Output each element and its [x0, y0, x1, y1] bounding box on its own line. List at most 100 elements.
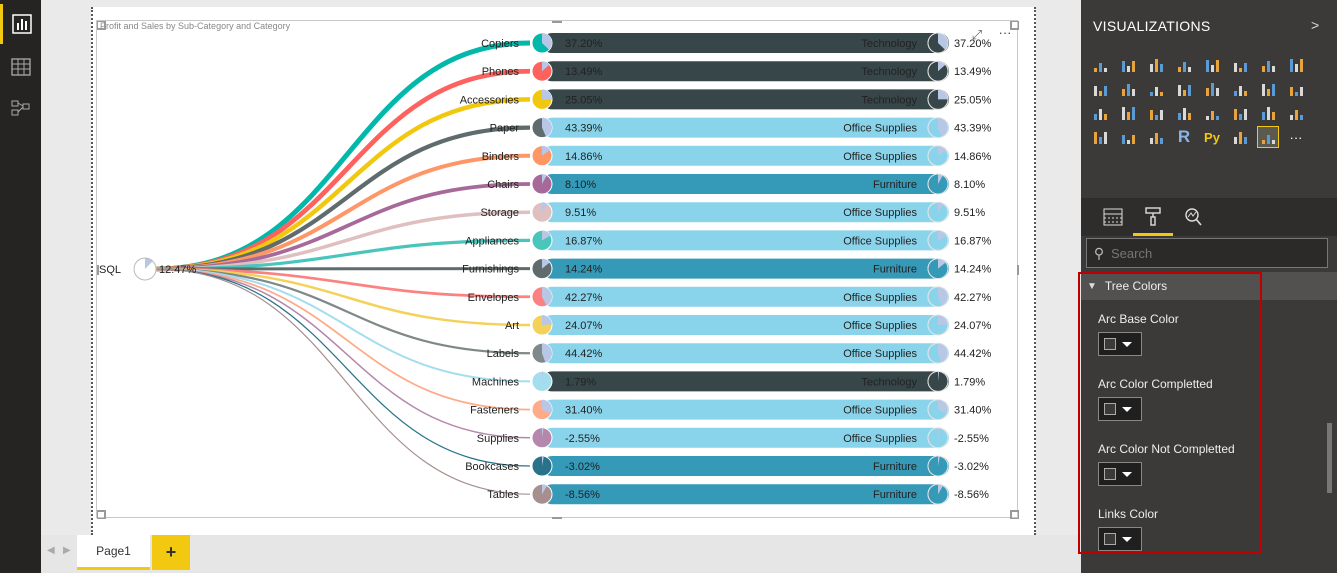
100-stacked-column-icon[interactable] — [1229, 54, 1251, 76]
subcategory-pie — [531, 201, 553, 223]
line-clustered-column-icon[interactable] — [1145, 78, 1167, 100]
category-bar — [542, 258, 949, 279]
multi-row-card-icon[interactable] — [1257, 102, 1279, 124]
add-page-button[interactable]: + — [152, 535, 190, 570]
map-icon[interactable] — [1117, 102, 1139, 124]
subcategory-label: Chairs — [487, 179, 519, 191]
collapse-chevron-icon[interactable]: > — [1311, 17, 1320, 33]
gauge-icon[interactable] — [1201, 102, 1223, 124]
category-value: 31.40% — [954, 405, 992, 417]
table-icon[interactable] — [1117, 126, 1139, 148]
line-chart-icon[interactable] — [1257, 54, 1279, 76]
paint-roller-icon — [1145, 206, 1161, 226]
subcategory-label: Storage — [480, 207, 519, 219]
category-bar — [542, 399, 949, 420]
line-column-icon[interactable] — [1117, 78, 1139, 100]
stacked-column-icon[interactable] — [1117, 54, 1139, 76]
category-value: 13.49% — [954, 66, 992, 78]
pie-icon[interactable] — [1257, 78, 1279, 100]
subcategory-value: 31.40% — [565, 405, 603, 417]
tab-next-icon[interactable]: ▶ — [63, 545, 71, 556]
donut-icon[interactable] — [1285, 78, 1307, 100]
model-view-button[interactable] — [0, 88, 41, 128]
pane-scrollbar[interactable] — [1327, 423, 1332, 493]
stacked-area-icon[interactable] — [1089, 78, 1111, 100]
ribbon-icon[interactable] — [1173, 78, 1195, 100]
subcategory-label: Paper — [490, 123, 520, 135]
subcategory-value: 42.27% — [565, 292, 603, 304]
category-pie — [927, 342, 949, 364]
resize-handle — [1017, 265, 1019, 275]
search-box[interactable]: ⚲ — [1086, 238, 1328, 268]
subcategory-label: Labels — [487, 348, 520, 360]
pane-tabs — [1081, 198, 1337, 236]
subcategory-pie — [531, 229, 553, 251]
filled-map-icon[interactable] — [1145, 102, 1167, 124]
subcategory-value: 44.42% — [565, 348, 603, 360]
subcategory-value: 8.10% — [565, 179, 596, 191]
subcategory-label: Tables — [487, 489, 519, 501]
tree-colors-section[interactable]: ▼ Tree Colors — [1081, 272, 1337, 300]
category-value: 42.27% — [954, 292, 992, 304]
card-icon[interactable] — [1229, 102, 1251, 124]
python-visual-icon[interactable]: Py — [1204, 129, 1220, 145]
r-visual-icon[interactable]: R — [1177, 127, 1191, 146]
tab-format[interactable] — [1133, 198, 1173, 236]
visualizations-pane: VISUALIZATIONS > RPy··· ⚲ ▼ Tree Colors … — [1081, 0, 1337, 573]
category-value: 8.10% — [954, 179, 985, 191]
subcategory-value: 43.39% — [565, 123, 603, 135]
resize-handle — [552, 21, 562, 23]
treemap-icon[interactable] — [1089, 102, 1111, 124]
category-bar — [542, 145, 949, 166]
tree-visual[interactable]: Profit and Sales by Sub-Category and Cat… — [96, 20, 1019, 519]
arc-color-completed-picker[interactable] — [1098, 397, 1142, 421]
category-label: Office Supplies — [843, 292, 917, 304]
search-input[interactable] — [1111, 245, 1311, 261]
tab-analytics[interactable] — [1173, 198, 1213, 236]
page-tab-bar: ◀ ▶ Page1 + — [41, 535, 1081, 573]
root-label: SQL — [99, 264, 121, 276]
funnel-icon[interactable] — [1173, 102, 1195, 124]
100-stacked-bar-icon[interactable] — [1201, 54, 1223, 76]
report-view-button[interactable] — [0, 4, 41, 44]
subcategory-label: Supplies — [477, 433, 520, 445]
scatter-icon[interactable] — [1229, 78, 1251, 100]
slicer-icon[interactable] — [1089, 126, 1111, 148]
tree-custom-icon[interactable] — [1257, 126, 1279, 148]
subcategory-pie — [531, 314, 553, 336]
tree-link — [154, 267, 531, 327]
category-pie-outline — [927, 32, 949, 54]
links-color-picker[interactable] — [1098, 527, 1142, 551]
tab-prev-icon[interactable]: ◀ — [47, 545, 55, 556]
category-pie-outline — [927, 173, 949, 195]
arc-color-completed-label: Arc Color Completted — [1098, 377, 1213, 391]
tab-fields[interactable] — [1093, 198, 1133, 236]
tree-link — [154, 268, 531, 439]
category-bar — [542, 315, 949, 335]
tree-link — [154, 267, 531, 355]
data-view-button[interactable] — [0, 47, 41, 87]
highlight-box — [1078, 272, 1262, 554]
category-bar — [542, 33, 949, 53]
resize-handle — [97, 265, 99, 275]
report-view-icon — [12, 14, 32, 34]
subcategory-value: 14.86% — [565, 151, 603, 163]
more-icon[interactable]: ··· — [1289, 129, 1303, 145]
arc-base-color-picker[interactable] — [1098, 332, 1142, 356]
matrix-icon[interactable] — [1145, 126, 1167, 148]
waterfall-icon[interactable] — [1201, 78, 1223, 100]
globe-icon[interactable] — [1229, 126, 1251, 148]
kpi-icon[interactable] — [1285, 102, 1307, 124]
category-label: Office Supplies — [843, 433, 917, 445]
category-label: Furniture — [873, 179, 917, 191]
area-chart-icon[interactable] — [1285, 54, 1307, 76]
clustered-bar-icon[interactable] — [1145, 54, 1167, 76]
tab-page1[interactable]: Page1 — [77, 535, 150, 570]
arc-color-not-completed-picker[interactable] — [1098, 462, 1142, 486]
category-bar — [542, 117, 949, 138]
clustered-column-icon[interactable] — [1173, 54, 1195, 76]
category-value: 14.24% — [954, 264, 992, 276]
stacked-bar-icon[interactable] — [1089, 54, 1111, 76]
category-pie-outline — [927, 455, 949, 477]
tree-link — [154, 267, 531, 299]
